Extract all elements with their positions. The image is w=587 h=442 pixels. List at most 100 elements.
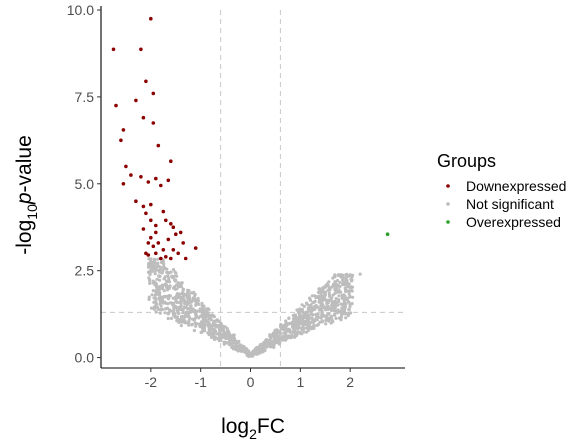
not-significant-point — [210, 335, 214, 339]
not-significant-point — [257, 349, 261, 353]
not-significant-point — [183, 302, 187, 306]
not-significant-point — [185, 295, 189, 300]
not-significant-point — [169, 270, 173, 274]
not-significant-point — [305, 326, 309, 330]
downexpressed-point — [114, 103, 118, 108]
downexpressed-point — [171, 248, 176, 252]
not-significant-point — [336, 308, 340, 312]
not-significant-point — [200, 304, 204, 308]
legend-key — [446, 220, 450, 224]
not-significant-point — [331, 319, 335, 324]
not-significant-point — [213, 330, 217, 334]
not-significant-point — [300, 315, 304, 319]
not-significant-point — [343, 306, 347, 310]
not-significant-point — [272, 343, 276, 347]
not-significant-point — [349, 277, 353, 281]
downexpressed-point — [151, 244, 156, 249]
not-significant-point — [337, 299, 341, 304]
not-significant-point — [179, 324, 183, 328]
not-significant-point — [152, 263, 156, 267]
not-significant-point — [307, 304, 312, 308]
not-significant-point — [173, 270, 177, 274]
not-significant-point — [335, 279, 340, 283]
not-significant-point — [196, 299, 200, 303]
not-significant-point — [305, 317, 309, 321]
not-significant-point — [287, 327, 291, 331]
not-significant-point — [162, 264, 166, 268]
not-significant-point — [153, 270, 157, 274]
not-significant-point — [172, 278, 177, 282]
downexpressed-point — [141, 115, 146, 120]
not-significant-point — [318, 289, 322, 293]
not-significant-point — [316, 322, 320, 327]
not-significant-point — [187, 319, 191, 323]
downexpressed-point — [149, 235, 153, 240]
not-significant-point — [262, 345, 266, 349]
not-significant-point — [222, 331, 226, 335]
not-significant-point — [302, 304, 306, 308]
not-significant-point — [190, 299, 194, 304]
not-significant-point — [212, 327, 216, 331]
not-significant-point — [207, 321, 211, 325]
not-significant-point — [319, 294, 323, 298]
not-significant-point — [162, 289, 166, 293]
not-significant-point — [339, 311, 343, 315]
not-significant-point — [308, 316, 312, 320]
downexpressed-point — [129, 173, 133, 177]
not-significant-point — [151, 289, 155, 293]
not-significant-point — [278, 340, 282, 345]
not-significant-point — [287, 316, 291, 320]
not-significant-point — [320, 313, 324, 317]
not-significant-point — [304, 311, 309, 315]
not-significant-point — [238, 343, 243, 347]
not-significant-point — [157, 274, 161, 278]
significant-points — [111, 16, 390, 261]
not-significant-point — [176, 281, 180, 285]
not-significant-point — [153, 258, 157, 262]
not-significant-point — [158, 291, 162, 295]
not-significant-point — [324, 322, 328, 326]
not-significant-point — [147, 276, 151, 280]
not-significant-point — [169, 316, 173, 320]
not-significant-point — [162, 262, 166, 266]
y-axis-title: -log10p-value — [13, 135, 40, 255]
not-significant-point — [234, 339, 239, 343]
not-significant-point — [200, 320, 204, 324]
not-significant-point — [158, 278, 162, 282]
legend-label: Not significant — [466, 196, 554, 212]
not-significant-point — [168, 301, 172, 305]
downexpressed-point — [146, 180, 151, 184]
not-significant-point — [148, 281, 152, 285]
not-significant-point — [284, 338, 288, 342]
not-significant-point — [179, 301, 183, 306]
not-significant-point — [167, 297, 171, 301]
legend-label: Downexpressed — [466, 178, 566, 194]
not-significant-point — [330, 314, 334, 318]
not-significant-point — [290, 333, 294, 337]
not-significant-point — [343, 286, 347, 290]
not-significant-point — [291, 325, 295, 329]
downexpressed-point — [169, 159, 173, 163]
not-significant-point — [300, 307, 304, 312]
not-significant-point — [358, 272, 362, 276]
downexpressed-point — [139, 175, 143, 179]
not-significant-point — [149, 306, 154, 310]
not-significant-point — [201, 314, 205, 318]
not-significant-point — [146, 265, 151, 269]
downexpressed-point — [134, 98, 138, 103]
not-significant-point — [324, 318, 328, 323]
y-axis-title-prefix: -log — [13, 220, 36, 255]
not-significant-point — [294, 334, 298, 338]
not-significant-point — [181, 311, 185, 315]
not-significant-point — [342, 309, 346, 313]
legend-label: Overexpressed — [466, 214, 561, 230]
not-significant-point — [264, 345, 268, 349]
downexpressed-point — [111, 47, 116, 52]
not-significant-point — [301, 322, 305, 326]
not-significant-point — [334, 290, 338, 294]
not-significant-point — [297, 322, 302, 326]
downexpressed-point — [164, 218, 168, 223]
not-significant-point — [294, 325, 298, 329]
not-significant-point — [272, 338, 276, 342]
not-significant-point — [154, 310, 158, 314]
